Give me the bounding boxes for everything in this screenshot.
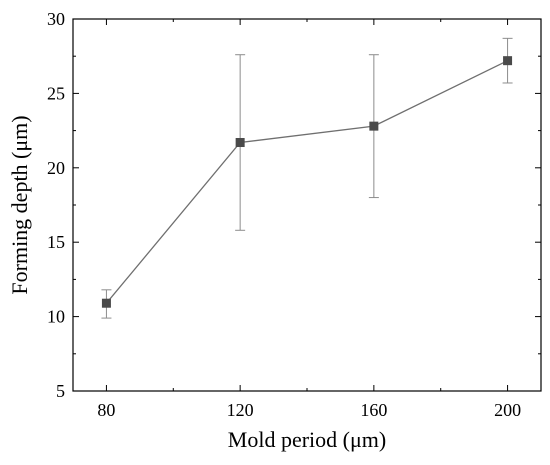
data-point bbox=[235, 138, 245, 148]
y-tick-label: 30 bbox=[47, 9, 65, 29]
y-tick-label: 20 bbox=[47, 158, 65, 178]
y-tick-label: 10 bbox=[47, 307, 65, 327]
series-layer bbox=[101, 37, 513, 319]
y-tick-label: 25 bbox=[47, 83, 65, 103]
data-point bbox=[503, 56, 513, 66]
plot-border bbox=[72, 18, 542, 392]
y-axis-title: Forming depth (μm) bbox=[7, 115, 32, 294]
x-axis-title: Mold period (μm) bbox=[228, 427, 386, 452]
y-axis-ticks: 5 10 15 20 25 30 bbox=[47, 9, 541, 401]
x-tick-label: 80 bbox=[97, 400, 115, 420]
y-tick-label: 5 bbox=[56, 381, 65, 401]
series-line bbox=[105, 60, 508, 304]
data-point bbox=[101, 298, 111, 308]
data-point bbox=[369, 121, 379, 131]
y-tick-label: 15 bbox=[47, 232, 65, 252]
x-tick-label: 120 bbox=[227, 400, 254, 420]
x-tick-label: 200 bbox=[494, 400, 521, 420]
x-axis-ticks: 80 120 160 200 bbox=[97, 19, 521, 420]
x-tick-label: 160 bbox=[360, 400, 387, 420]
plot-frame bbox=[72, 18, 542, 392]
